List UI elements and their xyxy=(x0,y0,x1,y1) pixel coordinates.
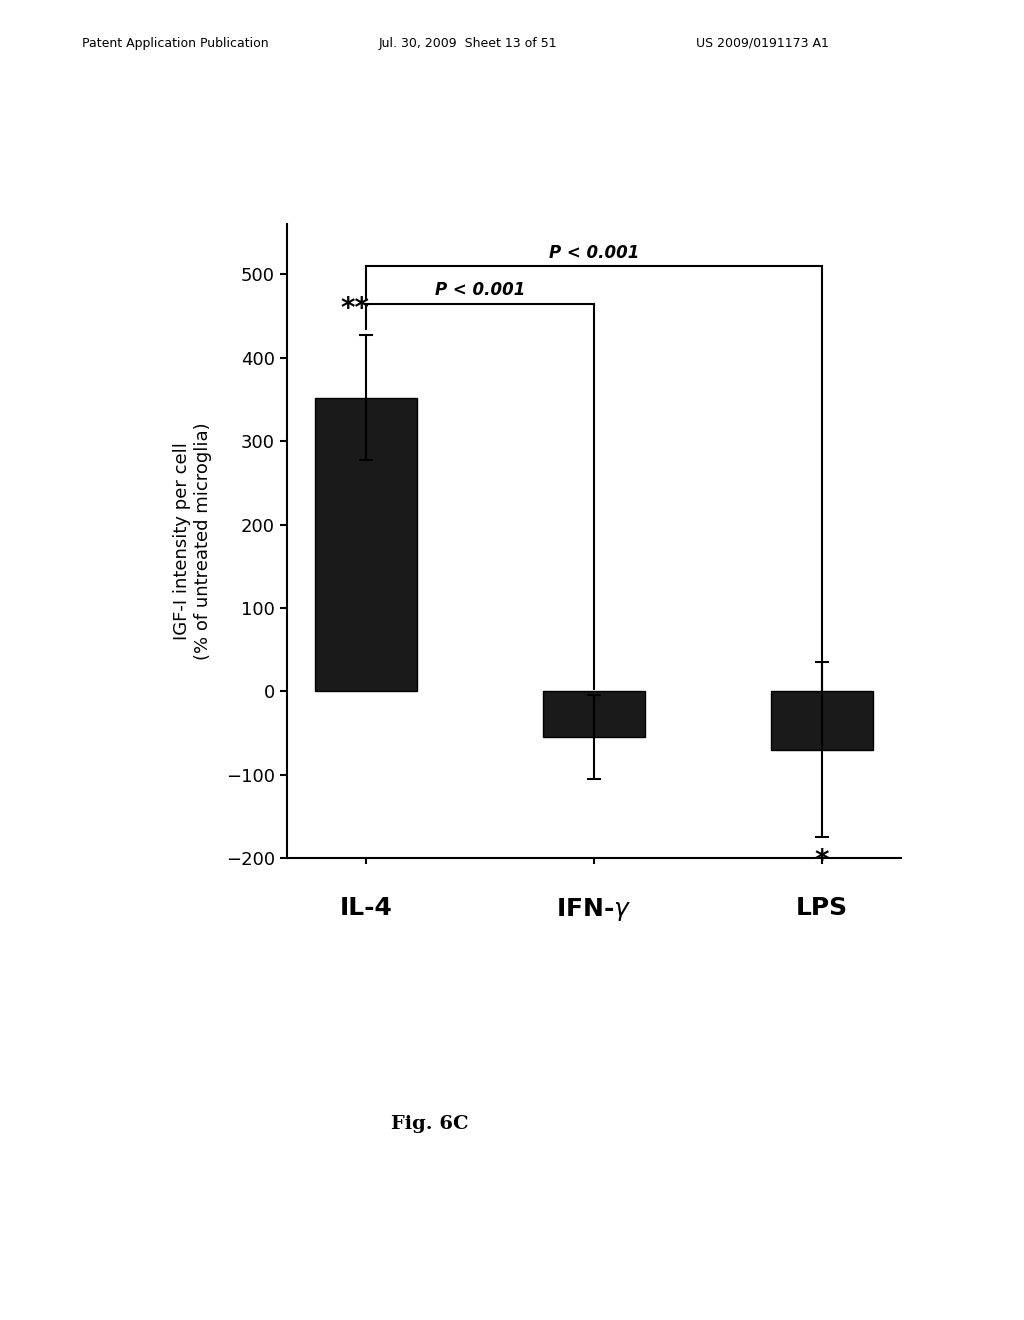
Bar xyxy=(543,692,645,737)
Text: **: ** xyxy=(340,294,369,323)
Text: Patent Application Publication: Patent Application Publication xyxy=(82,37,268,50)
Text: *: * xyxy=(815,847,829,875)
Text: Fig. 6C: Fig. 6C xyxy=(391,1115,469,1134)
Text: Jul. 30, 2009  Sheet 13 of 51: Jul. 30, 2009 Sheet 13 of 51 xyxy=(379,37,557,50)
Y-axis label: IGF-I intensity per cell
(% of untreated microglia): IGF-I intensity per cell (% of untreated… xyxy=(173,422,212,660)
Text: LPS: LPS xyxy=(796,895,848,920)
Text: P < 0.001: P < 0.001 xyxy=(435,281,525,300)
Text: IFN-$\mathit{\gamma}$: IFN-$\mathit{\gamma}$ xyxy=(556,895,632,923)
Text: US 2009/0191173 A1: US 2009/0191173 A1 xyxy=(696,37,829,50)
Bar xyxy=(314,397,417,692)
Text: IL-4: IL-4 xyxy=(340,895,392,920)
Text: P < 0.001: P < 0.001 xyxy=(549,244,639,261)
Bar xyxy=(771,692,873,750)
